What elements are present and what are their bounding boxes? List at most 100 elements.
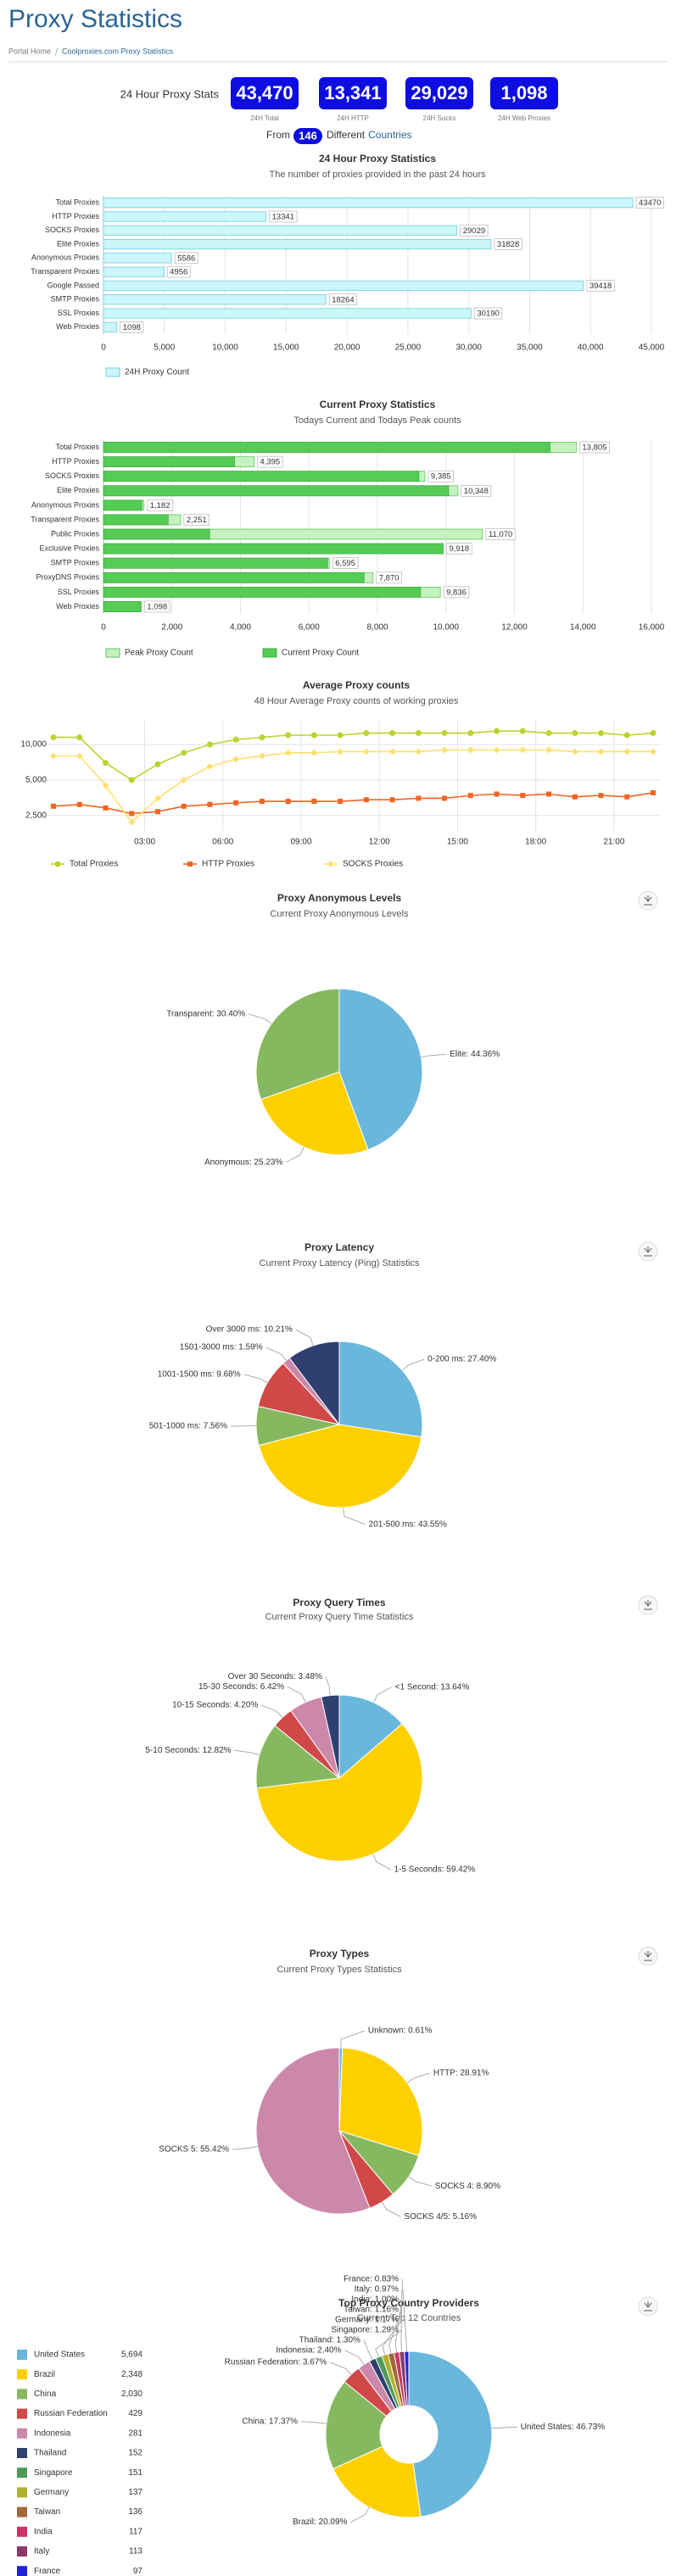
label-box [461, 484, 492, 497]
point [519, 728, 526, 734]
data-label: Thailand: 1.30% [299, 2335, 360, 2345]
point [467, 793, 473, 799]
legend-label[interactable]: Current Proxy Count [282, 649, 359, 658]
download-icon[interactable] [644, 1951, 652, 1961]
x-tick-label: 25,000 [395, 343, 422, 353]
y-tick-label: SOCKS Proxies [45, 226, 100, 234]
x-tick-label: 15:00 [447, 838, 468, 847]
x-tick-label: 15,000 [273, 343, 299, 353]
legend-label[interactable]: Total Proxies [70, 860, 118, 869]
connector [325, 1676, 331, 1696]
data-label: 1-5 Seconds: 59.42% [394, 1865, 476, 1875]
y-tick-label: 2,500 [25, 811, 47, 820]
legend-label[interactable]: Peak Proxy Count [125, 649, 193, 658]
download-icon[interactable] [644, 895, 652, 906]
point [363, 730, 370, 737]
data-label: India: 1.00% [351, 2294, 399, 2304]
page-title: Proxy Statistics [8, 5, 182, 33]
y-tick-label: 5,000 [25, 776, 47, 785]
stat-label: 24H Socks [423, 114, 456, 122]
y-tick-label: Transparent Proxies [31, 267, 99, 276]
y-tick-label: HTTP Proxies [52, 457, 99, 466]
point [76, 734, 83, 741]
data-label: 7,870 [379, 573, 399, 583]
country-count-pill [293, 128, 322, 144]
connector [394, 2299, 403, 2353]
legend-label[interactable]: HTTP Proxies [202, 860, 254, 869]
countries-link[interactable]: Countries [368, 129, 411, 141]
point [362, 748, 370, 756]
point [389, 797, 395, 803]
breadcrumb-link[interactable]: Portal Home [8, 47, 51, 55]
bar [103, 308, 472, 319]
chart-subtitle: Current Proxy Latency (Ping) Statistics [260, 1258, 420, 1268]
bar [103, 198, 634, 209]
x-tick-label: 40,000 [578, 343, 604, 353]
label-box [474, 307, 503, 320]
x-tick-label: 09:00 [291, 838, 312, 847]
point [651, 789, 656, 795]
download-icon[interactable] [644, 1246, 652, 1257]
bar [103, 321, 118, 332]
point [181, 803, 187, 809]
y-tick-label: Total Proxies [55, 443, 99, 451]
country-name: Indonesia [34, 2428, 71, 2438]
y-tick-label: Exclusive Proxies [39, 544, 99, 553]
y-tick-label: SMTP Proxies [51, 559, 100, 567]
point [310, 732, 317, 739]
bar [103, 253, 172, 264]
data-label: SOCKS 5: 55.42% [159, 2145, 229, 2155]
label-box [183, 514, 210, 526]
country-count: 136 [128, 2507, 142, 2517]
data-label: HTTP: 28.91% [433, 2069, 489, 2078]
x-tick-label: 8,000 [366, 623, 388, 633]
country-count: 5,694 [121, 2350, 142, 2360]
data-label: Brazil: 20.09% [293, 2517, 348, 2527]
legend-label[interactable]: 24H Proxy Count [125, 368, 189, 377]
data-label: 15-30 Seconds: 6.42% [198, 1682, 284, 1692]
download-icon[interactable] [644, 1600, 652, 1610]
stat-box [231, 77, 299, 109]
data-label: 13,805 [582, 443, 606, 453]
chart-title: 24 Hour Proxy Statistics [319, 153, 436, 164]
x-tick-label: 16,000 [639, 623, 665, 633]
legend-label[interactable]: SOCKS Proxies [343, 860, 403, 869]
country-name: France [34, 2567, 61, 2576]
point [572, 730, 578, 737]
country-name: Brazil [34, 2370, 55, 2379]
connector [287, 1686, 306, 1703]
point [493, 746, 500, 754]
legend-swatch [17, 2506, 27, 2517]
stat-label: 24H Web Proxies [498, 114, 550, 122]
point [50, 752, 57, 760]
connector [330, 2361, 352, 2375]
connector [243, 1374, 268, 1384]
y-tick-label: Web Proxies [56, 602, 99, 611]
label-box [174, 252, 198, 265]
point [206, 763, 214, 771]
point [571, 748, 578, 756]
label-box [485, 528, 516, 540]
point [441, 746, 449, 754]
connector [350, 2506, 370, 2523]
stat-value: 43,470 [236, 82, 293, 103]
point [650, 730, 656, 737]
legend-swatch [17, 2467, 27, 2478]
point [233, 800, 239, 806]
legend-swatch [17, 2566, 27, 2576]
chart-subtitle: Todays Current and Todays Peak counts [293, 415, 461, 426]
point [597, 748, 605, 756]
data-label: 43470 [639, 198, 661, 208]
chart-title: Top Proxy Country Providers [338, 2297, 479, 2309]
label-box [494, 238, 522, 250]
point [154, 809, 160, 815]
legend-swatch [105, 367, 120, 377]
legend-marker [327, 861, 334, 867]
country-count: 281 [128, 2428, 142, 2438]
download-icon[interactable] [644, 2301, 652, 2311]
x-tick-label: 2,000 [161, 623, 182, 633]
point [494, 791, 500, 797]
legend-marker [187, 861, 193, 867]
connector [261, 1704, 283, 1718]
country-name: China [34, 2389, 57, 2399]
